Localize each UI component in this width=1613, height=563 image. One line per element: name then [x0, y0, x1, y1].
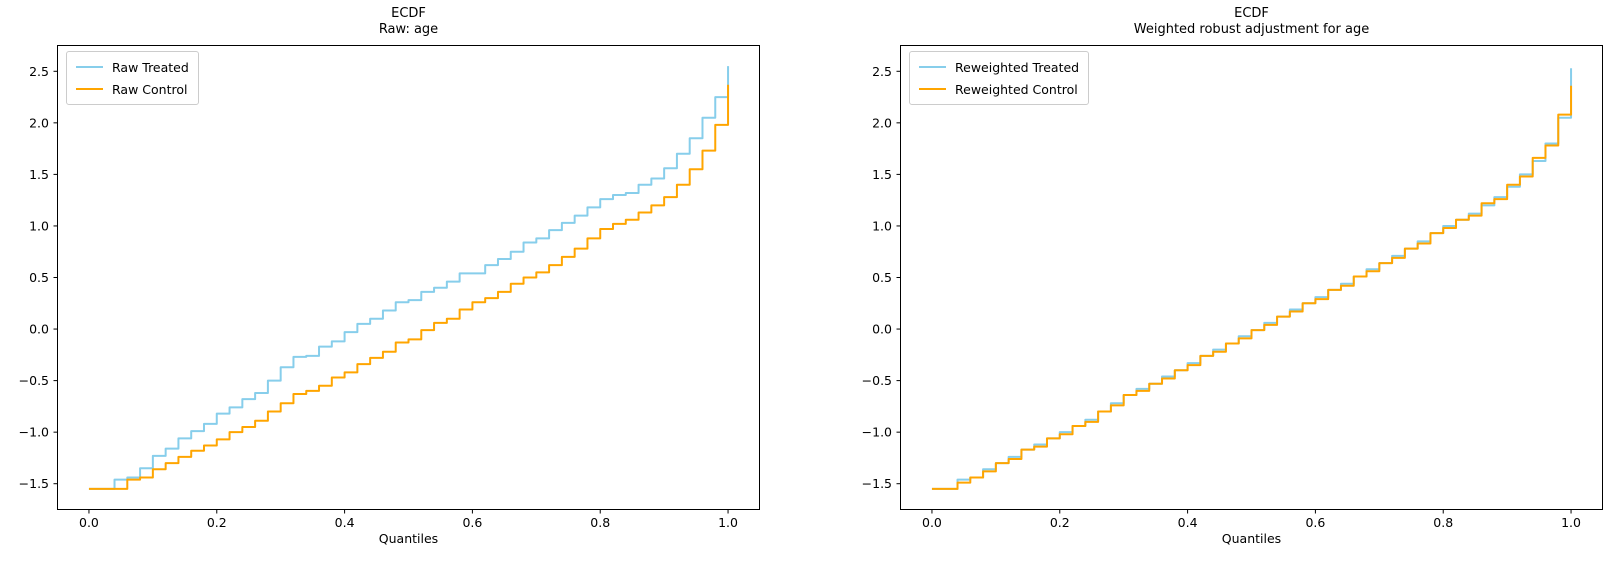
y-tick-label: 0.5: [872, 270, 892, 285]
y-tick-label: 2.0: [872, 115, 892, 130]
legend-item-control: Reweighted Control: [919, 78, 1079, 100]
x-tick-label: 0.2: [207, 515, 227, 530]
x-tick-label: 1.0: [718, 515, 738, 530]
y-tick-label: −0.5: [19, 373, 49, 388]
x-tick-label: 0.4: [335, 515, 355, 530]
title-line2: Weighted robust adjustment for age: [1133, 22, 1370, 37]
x-tick-label: 0.6: [462, 515, 482, 530]
chart-canvas: 0.0 0.2 0.4 0.6 0.8 1.0 2.5 2.0 1.5 1.0 0.5 0.0 −0.5…: [19, 45, 760, 530]
y-tick-label: −1.5: [19, 476, 49, 491]
title-line2: Raw: age: [378, 22, 439, 37]
x-tick-label: 0.8: [1433, 515, 1453, 530]
y-tick-label: −0.5: [862, 373, 892, 388]
y-tick-label: 1.5: [29, 167, 49, 182]
chart-canvas: 0.0 0.2 0.4 0.6 0.8 1.0 2.5 2.0 1.5 1.0 0.5 0.0 −0.5…: [862, 45, 1603, 530]
title-line1: ECDF: [1234, 6, 1269, 21]
legend-label-control: Reweighted Control: [955, 81, 1078, 97]
y-tick-label: 0.0: [872, 322, 892, 337]
x-tick-label: 0.0: [79, 515, 99, 530]
plot-raw-age: ECDF Raw: age 0.0 0.2 0.4 0.6 0.8 1.0 2.5 2.0 1.…: [19, 0, 760, 563]
legend-label-treated: Raw Treated: [112, 59, 189, 75]
title-line1: ECDF: [391, 6, 426, 21]
y-tick-label: 1.0: [872, 218, 892, 233]
axes-frame: [57, 45, 760, 510]
y-tick-label: 1.0: [29, 218, 49, 233]
plot-title: ECDF Raw: age: [57, 6, 760, 38]
y-tick-label: 2.5: [872, 64, 892, 79]
legend-line-treated-icon: [76, 66, 103, 68]
legend: Reweighted Treated Reweighted Control: [909, 51, 1090, 105]
legend-item-control: Raw Control: [76, 78, 189, 100]
x-tick-label: 0.2: [1050, 515, 1070, 530]
legend-line-control-icon: [76, 88, 103, 90]
x-tick-label: 0.8: [590, 515, 610, 530]
legend-item-treated: Raw Treated: [76, 56, 189, 78]
series-line-raw-treated: [88, 66, 730, 490]
legend-label-control: Raw Control: [112, 81, 188, 97]
series-line-reweighted-control: [931, 85, 1573, 490]
legend-line-treated-icon: [919, 66, 946, 68]
legend-label-treated: Reweighted Treated: [955, 59, 1080, 75]
y-tick-label: 0.0: [29, 322, 49, 337]
y-tick-label: 1.5: [872, 167, 892, 182]
y-tick-label: 0.5: [29, 270, 49, 285]
series-line-reweighted-treated: [931, 68, 1573, 490]
x-tick-label: 0.4: [1178, 515, 1198, 530]
series-line-raw-control: [88, 84, 730, 490]
y-tick-label: 2.5: [29, 64, 49, 79]
x-tick-label: 0.6: [1305, 515, 1325, 530]
legend: Raw Treated Raw Control: [66, 51, 199, 105]
plot-area: 0.0 0.2 0.4 0.6 0.8 1.0 2.5 2.0 1.5 1.0 0.5 0.0 −0.5…: [862, 45, 1603, 530]
y-tick-label: −1.0: [862, 425, 892, 440]
legend-item-treated: Reweighted Treated: [919, 56, 1079, 78]
legend-line-control-icon: [919, 88, 946, 90]
x-axis-label: Quantiles: [1221, 531, 1282, 546]
y-tick-label: −1.5: [862, 476, 892, 491]
axes-frame: [900, 45, 1603, 510]
x-tick-label: 0.0: [922, 515, 942, 530]
x-axis-label: Quantiles: [378, 531, 439, 546]
plot-title: ECDF Weighted robust adjustment for age: [900, 6, 1603, 38]
y-tick-label: 2.0: [29, 115, 49, 130]
y-tick-label: −1.0: [19, 425, 49, 440]
plot-area: 0.0 0.2 0.4 0.6 0.8 1.0 2.5 2.0 1.5 1.0 0.5 0.0 −0.5…: [19, 45, 760, 530]
plot-weighted-age: ECDF Weighted robust adjustment for age …: [862, 0, 1603, 563]
x-tick-label: 1.0: [1561, 515, 1581, 530]
